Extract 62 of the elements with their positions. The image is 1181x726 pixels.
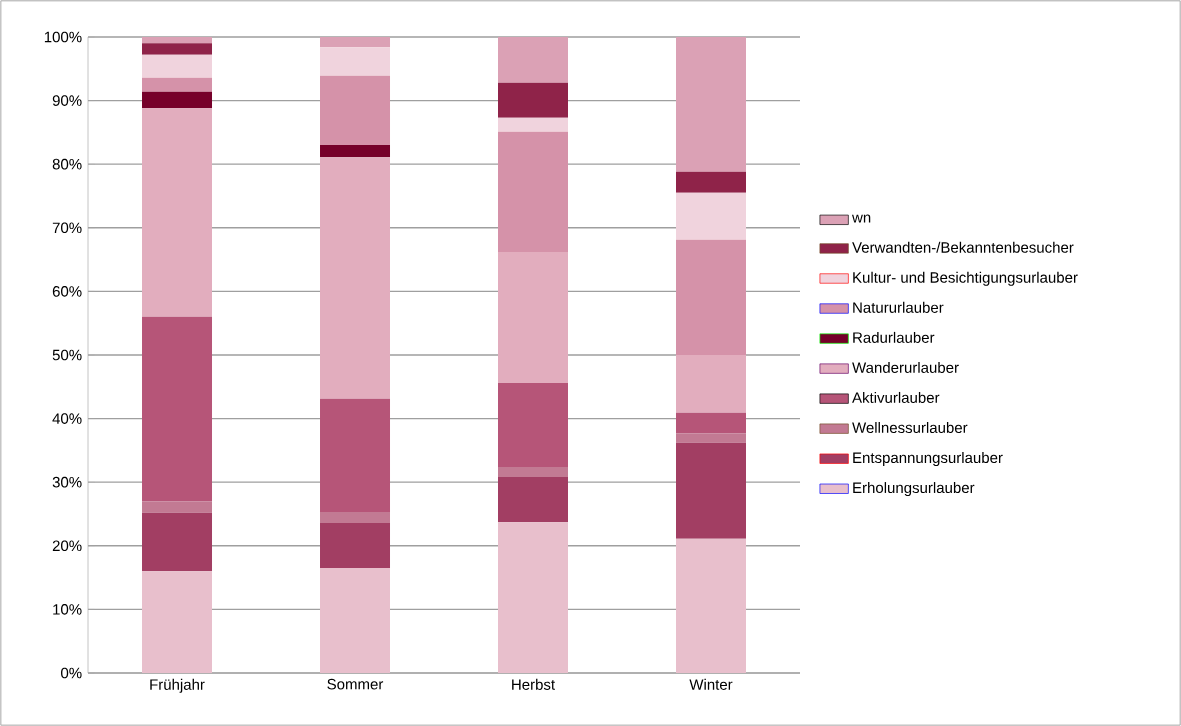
y-tick-label: 80% <box>52 158 82 170</box>
legend-label: Wanderurlauber <box>852 361 959 373</box>
bar <box>142 501 213 513</box>
bar <box>320 512 391 523</box>
legend-label: Kultur- und Besichtigungsurlauber <box>853 271 1078 286</box>
bar <box>676 239 746 355</box>
y-tick-label: 90% <box>52 95 82 106</box>
y-tick-label: 100% <box>44 31 82 43</box>
bar <box>498 477 568 523</box>
bar <box>676 412 746 434</box>
y-tick-label: 30% <box>52 476 82 488</box>
bar <box>320 398 391 513</box>
bar <box>142 91 213 109</box>
bar <box>676 36 746 172</box>
x-tick-label: Frühjahr <box>150 678 205 693</box>
legend-label: wn <box>852 214 871 223</box>
bar <box>142 571 213 673</box>
bar <box>676 192 746 240</box>
legend-label: Wellnessurlauber <box>852 421 968 434</box>
bar <box>142 54 213 78</box>
bar <box>676 354 746 413</box>
y-tick-label: 20% <box>52 540 82 552</box>
legend-label: Erholungsurlauber <box>853 482 975 497</box>
bar <box>142 512 213 572</box>
bar <box>142 108 213 317</box>
bar <box>498 131 568 252</box>
legend-label: Natururlauber <box>853 301 944 313</box>
bar <box>142 316 213 502</box>
legend-label: Verwandten-/Bekanntenbesucher <box>852 241 1074 253</box>
bar <box>676 538 746 673</box>
bar <box>498 522 568 673</box>
bar <box>676 171 746 193</box>
bar <box>498 251 568 383</box>
y-tick-label: 70% <box>52 222 82 234</box>
bar <box>320 157 391 399</box>
x-tick-label: Sommer <box>327 678 384 690</box>
y-tick-label: 40% <box>52 413 82 424</box>
y-tick-label: 60% <box>52 286 82 297</box>
bar <box>498 82 568 118</box>
bar <box>320 75 391 146</box>
y-tick-label: 10% <box>53 604 82 615</box>
bar <box>320 568 391 673</box>
bar <box>142 77 213 92</box>
x-tick-label: Winter <box>689 678 733 690</box>
bar <box>320 47 391 76</box>
bar <box>142 36 213 44</box>
bar <box>498 466 568 478</box>
bar <box>142 43 213 55</box>
bar <box>498 117 568 132</box>
bar <box>498 382 568 467</box>
x-tick-label: Herbst <box>512 678 555 690</box>
legend-label: Radurlauber <box>853 331 935 343</box>
bar <box>320 36 391 48</box>
bar <box>676 433 746 443</box>
bar <box>320 522 391 569</box>
legend-label: Entspannungsurlauber <box>853 452 1003 467</box>
bar <box>676 442 746 539</box>
legend-label: Aktivurlauber <box>852 391 940 403</box>
bar <box>320 145 391 158</box>
y-tick-label: 0% <box>61 667 82 679</box>
y-tick-label: 50% <box>52 349 82 361</box>
bar <box>498 36 568 83</box>
